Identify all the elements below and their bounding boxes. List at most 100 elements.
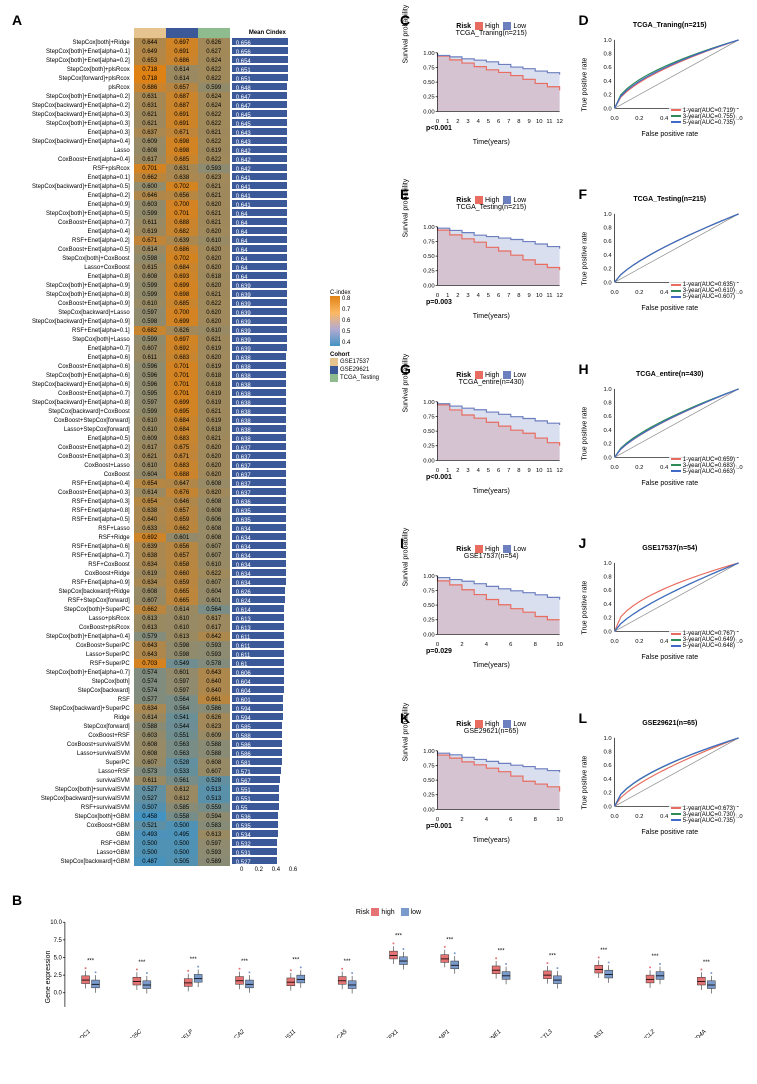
- svg-text:0.00: 0.00: [423, 458, 435, 464]
- svg-text:0.0: 0.0: [603, 629, 612, 635]
- svg-text:0.2: 0.2: [635, 465, 643, 471]
- svg-text:1.0: 1.0: [603, 561, 612, 567]
- svg-text:5: 5: [487, 119, 491, 125]
- svg-text:0.2: 0.2: [635, 116, 643, 122]
- svg-text:4: 4: [477, 468, 481, 474]
- svg-text:PRELP: PRELP: [177, 1029, 195, 1038]
- panel-C: C Risk High Low TCGA_Traning(n=215) 0.00…: [398, 10, 569, 150]
- svg-text:0.0: 0.0: [603, 106, 612, 112]
- svg-text:11: 11: [546, 119, 552, 125]
- svg-text:0.50: 0.50: [423, 603, 435, 609]
- svg-text:0.25: 0.25: [423, 95, 435, 101]
- panel-A: A Mean CindexStepCox[both]+Ridge0.6440.6…: [10, 10, 390, 874]
- heatmap-legend: C-index 0.80.70.60.50.4 Cohort GSE17537G…: [330, 290, 379, 382]
- svg-text:0.25: 0.25: [423, 792, 435, 798]
- svg-text:8: 8: [517, 119, 520, 125]
- roc-plot-L: GSE29621(n=65) 0.0 0.0 0.2 0.2 0.4 0.4 0…: [577, 708, 748, 848]
- svg-text:0.6: 0.6: [603, 240, 611, 246]
- svg-text:0.4: 0.4: [660, 116, 669, 122]
- svg-text:1.00: 1.00: [423, 225, 435, 231]
- svg-text:0.0: 0.0: [610, 639, 619, 645]
- svg-text:CDCA5: CDCA5: [330, 1028, 349, 1038]
- svg-text:***: ***: [549, 954, 557, 960]
- cindex-ticks: 0.80.70.60.50.4: [342, 296, 350, 346]
- roc-plot-F: TCGA_Testing(n=215) 0.0 0.0 0.2 0.2 0.4 …: [577, 184, 748, 324]
- svg-text:0.00: 0.00: [423, 807, 435, 813]
- cohort-legend: GSE17537GSE29621TCGA_Testing: [330, 358, 379, 382]
- svg-text:4: 4: [485, 817, 489, 823]
- roc-plot-H: TCGA_entire(n=430) 0.0 0.0 0.2 0.2 0.4 0…: [577, 359, 748, 499]
- panel-G: G Risk High Low TCGA_entire(n=430) 0.000…: [398, 359, 569, 499]
- svg-text:CDC25C: CDC25C: [122, 1028, 144, 1038]
- svg-text:0.0: 0.0: [603, 281, 612, 287]
- svg-text:DEPDC1: DEPDC1: [71, 1029, 92, 1038]
- svg-text:4: 4: [477, 294, 481, 300]
- svg-text:***: ***: [600, 948, 608, 954]
- svg-text:10: 10: [556, 817, 563, 823]
- svg-text:7.5: 7.5: [54, 938, 63, 944]
- svg-text:10: 10: [536, 119, 543, 125]
- svg-text:***: ***: [652, 954, 660, 960]
- svg-text:CDCA2: CDCA2: [227, 1028, 246, 1038]
- svg-text:0.75: 0.75: [423, 589, 435, 595]
- svg-text:0.2: 0.2: [635, 814, 643, 820]
- svg-text:SERPINE1: SERPINE1: [477, 1029, 502, 1038]
- svg-text:0.4: 0.4: [660, 814, 669, 820]
- panel-D: D TCGA_Traning(n=215) 0.0 0.0 0.2 0.2 0.…: [577, 10, 748, 150]
- svg-text:0.0: 0.0: [610, 814, 619, 820]
- svg-text:9: 9: [527, 468, 530, 474]
- svg-text:***: ***: [446, 937, 454, 943]
- svg-text:6: 6: [497, 119, 500, 125]
- svg-text:8: 8: [534, 642, 537, 648]
- svg-text:5.0: 5.0: [54, 955, 63, 961]
- svg-text:9: 9: [527, 119, 530, 125]
- svg-text:0.2: 0.2: [635, 639, 643, 645]
- svg-text:0.6: 0.6: [603, 763, 611, 769]
- svg-text:0.4: 0.4: [660, 639, 669, 645]
- svg-text:***: ***: [344, 959, 352, 965]
- panel-L: L GSE29621(n=65) 0.0 0.0 0.2 0.2 0.4 0.4…: [577, 708, 748, 848]
- svg-text:0.8: 0.8: [603, 575, 611, 581]
- svg-text:0.4: 0.4: [603, 428, 612, 434]
- svg-text:***: ***: [703, 960, 711, 966]
- panel-K: K Risk High Low GSE29621(n=65) 0.000.250…: [398, 708, 569, 848]
- svg-text:2.5: 2.5: [54, 973, 63, 979]
- svg-text:0.00: 0.00: [423, 284, 435, 290]
- svg-text:11: 11: [546, 468, 552, 474]
- svg-text:0.2: 0.2: [603, 441, 611, 447]
- svg-text:1.0: 1.0: [603, 212, 612, 218]
- svg-text:HS11: HS11: [283, 1029, 297, 1038]
- svg-text:ELFN1-AS1: ELFN1-AS1: [578, 1029, 605, 1038]
- svg-text:8: 8: [534, 817, 537, 823]
- svg-text:0.6: 0.6: [603, 588, 611, 594]
- svg-text:9: 9: [527, 294, 530, 300]
- svg-text:***: ***: [87, 958, 95, 964]
- svg-text:Gene expression: Gene expression: [45, 951, 52, 1004]
- svg-text:***: ***: [498, 949, 506, 955]
- svg-text:8: 8: [517, 468, 520, 474]
- svg-text:4: 4: [485, 642, 489, 648]
- svg-text:0.25: 0.25: [423, 618, 435, 624]
- svg-text:3: 3: [466, 119, 469, 125]
- svg-text:0.50: 0.50: [423, 80, 435, 86]
- svg-text:FSTL3: FSTL3: [537, 1028, 554, 1038]
- svg-text:0.8: 0.8: [603, 226, 611, 232]
- km-plot-E: Risk High Low TCGA_Testing(n=215) 0.000.…: [398, 184, 569, 324]
- svg-text:***: ***: [292, 958, 300, 964]
- svg-text:0.75: 0.75: [423, 763, 435, 769]
- svg-text:0.6: 0.6: [603, 414, 611, 420]
- svg-text:12: 12: [556, 119, 563, 125]
- svg-text:12: 12: [556, 294, 563, 300]
- svg-text:2: 2: [456, 294, 459, 300]
- svg-text:12: 12: [556, 468, 563, 474]
- panel-label-B: B: [12, 892, 22, 908]
- svg-text:2: 2: [460, 642, 463, 648]
- svg-text:0.6: 0.6: [603, 65, 611, 71]
- svg-text:C2CD4A: C2CD4A: [687, 1029, 708, 1038]
- svg-text:3: 3: [466, 468, 469, 474]
- svg-text:7: 7: [507, 294, 510, 300]
- svg-text:1.0: 1.0: [603, 387, 612, 393]
- svg-text:1.0: 1.0: [603, 735, 612, 741]
- boxplot-area: Risk high low 0.02.55.07.510.0 ***DEPDC1: [10, 890, 747, 1040]
- svg-text:11: 11: [546, 294, 552, 300]
